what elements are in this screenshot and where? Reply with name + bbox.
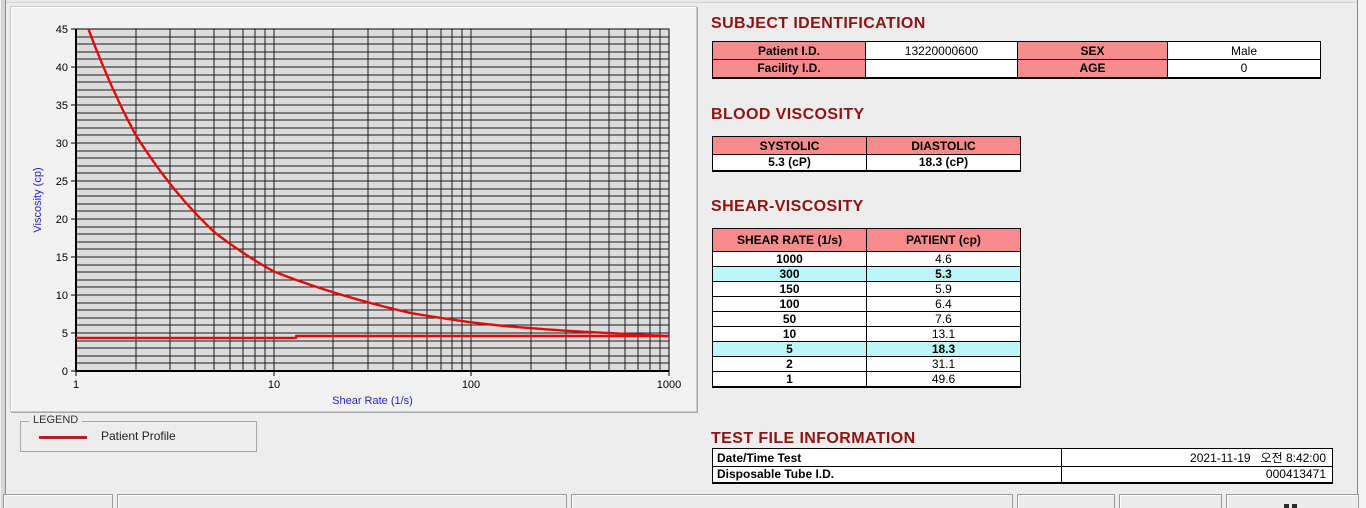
svg-text:25: 25 (56, 176, 68, 188)
patient-cp-cell: 13.1 (866, 326, 1021, 342)
window-top-edge (0, 0, 1366, 3)
statusbar-segment (117, 494, 567, 508)
disposable-tube-id-label: Disposable Tube I.D. (712, 466, 1062, 483)
shear-row: 300 5.3 (712, 266, 1021, 282)
svg-text:35: 35 (56, 100, 68, 112)
chart-panel: 0 5 10 15 20 25 30 35 40 45 1 10 100 1000 Shear Rate (… (10, 6, 697, 412)
patient-cp-cell: 6.4 (866, 296, 1021, 312)
date-time-test-label: Date/Time Test (712, 448, 1062, 467)
facility-id-label: Facility I.D. (712, 59, 866, 78)
statusbar-segment (1017, 494, 1115, 508)
shear-rate-header: SHEAR RATE (1/s) (712, 228, 867, 252)
svg-text:100: 100 (462, 379, 480, 391)
subject-identification-table: Patient I.D. 13220000600 SEX Male Facili… (712, 41, 1321, 79)
shear-rate-cell: 300 (712, 266, 867, 282)
patient-cp-cell: 5.3 (866, 266, 1021, 282)
clipped-text-fragment (1292, 504, 1297, 508)
patient-cp-cell: 5.9 (866, 281, 1021, 297)
svg-text:1000: 1000 (657, 379, 681, 391)
window-left-edge (0, 0, 6, 508)
systolic-header: SYSTOLIC (712, 136, 867, 155)
statusbar-segment (3, 494, 113, 508)
blood-viscosity-title: BLOOD VISCOSITY (711, 106, 865, 123)
shear-rate-cell: 100 (712, 296, 867, 312)
test-file-information-table: Date/Time Test 2021-11-19 오전 8:42:00 Dis… (712, 448, 1333, 484)
shear-rate-cell: 1 (712, 371, 867, 388)
shear-viscosity-chart: 0 5 10 15 20 25 30 35 40 45 1 10 100 1000 Shear Rate (… (32, 24, 681, 407)
table-row: Facility I.D. AGE 0 (712, 59, 1321, 78)
test-file-information-title: TEST FILE INFORMATION (711, 430, 916, 447)
shear-row: 1 49.6 (712, 371, 1021, 388)
table-header-row: SHEAR RATE (1/s) PATIENT (cp) (712, 228, 1021, 252)
patient-cp-cell: 49.6 (866, 371, 1021, 388)
shear-row: 100 6.4 (712, 296, 1021, 312)
shear-row: 2 31.1 (712, 356, 1021, 372)
sex-value: Male (1167, 41, 1321, 60)
shear-row: 5 18.3 (712, 341, 1021, 357)
svg-text:Viscosity (cp): Viscosity (cp) (32, 167, 44, 232)
svg-text:Shear Rate (1/s): Shear Rate (1/s) (332, 395, 413, 407)
table-header-row: SYSTOLIC DIASTOLIC (712, 136, 1021, 155)
diastolic-value: 18.3 (cP) (866, 154, 1021, 171)
shear-viscosity-table: SHEAR RATE (1/s) PATIENT (cp) 1000 4.6 30… (712, 228, 1021, 388)
patient-cp-cell: 7.6 (866, 311, 1021, 327)
svg-text:40: 40 (56, 62, 68, 74)
legend-box: LEGEND Patient Profile (20, 414, 257, 452)
svg-text:15: 15 (56, 252, 68, 264)
facility-id-value (865, 59, 1018, 78)
statusbar-segment (1119, 494, 1222, 508)
shear-rate-cell: 50 (712, 311, 867, 327)
shear-rate-cell: 1000 (712, 251, 867, 267)
window-right-edge (1357, 0, 1366, 508)
shear-rate-cell: 150 (712, 281, 867, 297)
disposable-tube-id-value: 000413471 (1061, 466, 1333, 483)
age-label: AGE (1017, 59, 1168, 78)
shear-row: 1000 4.6 (712, 251, 1021, 267)
patient-cp-cell: 4.6 (866, 251, 1021, 267)
svg-text:20: 20 (56, 214, 68, 226)
svg-text:5: 5 (62, 328, 68, 340)
svg-text:30: 30 (56, 138, 68, 150)
table-row: 5.3 (cP) 18.3 (cP) (712, 154, 1021, 171)
svg-text:10: 10 (56, 290, 68, 302)
table-row: Patient I.D. 13220000600 SEX Male (712, 41, 1321, 60)
patient-profile-line-swatch (39, 436, 87, 439)
svg-text:0: 0 (62, 366, 68, 378)
shear-viscosity-title: SHEAR-VISCOSITY (711, 198, 864, 215)
patient-cp-cell: 31.1 (866, 356, 1021, 372)
shear-rate-cell: 2 (712, 356, 867, 372)
patient-cp-header: PATIENT (cp) (866, 228, 1021, 252)
svg-text:1: 1 (73, 379, 79, 391)
patient-id-label: Patient I.D. (712, 41, 866, 60)
clipped-text-fragment (1284, 504, 1289, 508)
statusbar-segment (1226, 494, 1359, 508)
shear-row: 150 5.9 (712, 281, 1021, 297)
subject-identification-title: SUBJECT IDENTIFICATION (711, 15, 926, 32)
diastolic-header: DIASTOLIC (866, 136, 1021, 155)
shear-row: 10 13.1 (712, 326, 1021, 342)
svg-text:45: 45 (56, 24, 68, 36)
legend-title: LEGEND (29, 414, 83, 426)
age-value: 0 (1167, 59, 1321, 78)
shear-row: 50 7.6 (712, 311, 1021, 327)
shear-rate-cell: 10 (712, 326, 867, 342)
legend-item-label: Patient Profile (101, 429, 176, 443)
date-time-test-value: 2021-11-19 오전 8:42:00 (1061, 448, 1333, 467)
table-row: Date/Time Test 2021-11-19 오전 8:42:00 (712, 448, 1333, 467)
table-row: Disposable Tube I.D. 000413471 (712, 466, 1333, 483)
sex-label: SEX (1017, 41, 1168, 60)
patient-id-value: 13220000600 (865, 41, 1018, 60)
shear-rate-cell: 5 (712, 341, 867, 357)
systolic-value: 5.3 (cP) (712, 154, 867, 171)
svg-text:10: 10 (268, 379, 280, 391)
patient-cp-cell: 18.3 (866, 341, 1021, 357)
statusbar-segment (571, 494, 1013, 508)
blood-viscosity-table: SYSTOLIC DIASTOLIC 5.3 (cP) 18.3 (cP) (712, 136, 1021, 172)
